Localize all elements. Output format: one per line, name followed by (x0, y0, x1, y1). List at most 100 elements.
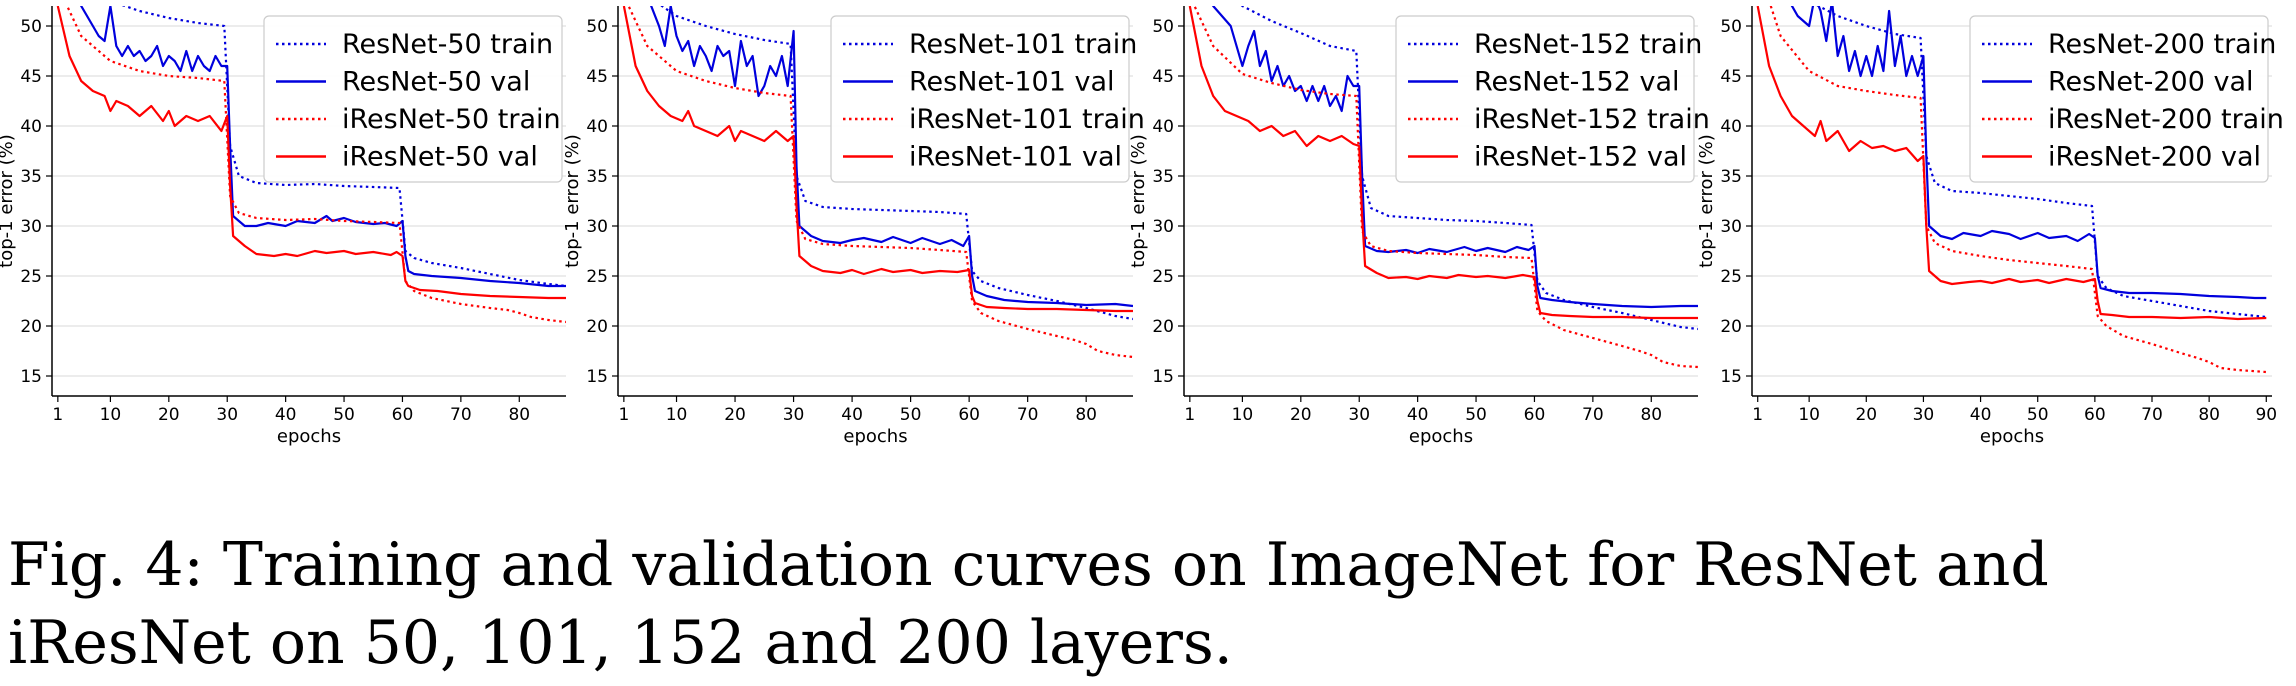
x-tick-label: 40 (275, 405, 297, 425)
series-line-3 (1769, 6, 2267, 374)
legend-label: iResNet-152 train (1474, 104, 1710, 135)
x-tick-label: 60 (1524, 405, 1546, 425)
y-tick-label: 50 (586, 17, 608, 37)
x-tick-label: 20 (1855, 405, 1877, 425)
legend-label: iResNet-50 train (342, 104, 561, 135)
x-tick-label: 30 (1348, 405, 1370, 425)
y-tick-label: 25 (20, 267, 42, 287)
chart-panel-2: 1 10 20 30 40 50 60 70 801520253035404550epochst… (562, 6, 1145, 447)
training-curves-figure: 1 10 20 30 40 50 60 70 801520253035404550epochst… (0, 6, 2284, 447)
y-tick-label: 30 (1720, 217, 1742, 237)
legend-box (830, 15, 1130, 183)
legend-label: iResNet-152 val (1474, 142, 1687, 173)
x-tick-label: 10 (100, 405, 122, 425)
legend-label: iResNet-101 train (909, 104, 1145, 135)
x-tick-label: 50 (333, 405, 355, 425)
x-tick-label: 80 (1640, 405, 1662, 425)
x-axis-label: epochs (1980, 426, 2044, 447)
legend-box (263, 15, 563, 183)
chart-panel-1: 1 10 20 30 40 50 60 70 801520253035404550epochst… (0, 6, 566, 447)
y-tick-label: 35 (1720, 167, 1742, 187)
x-axis-label: epochs (843, 426, 907, 447)
legend-label: ResNet-50 val (342, 67, 530, 98)
x-tick-label: 50 (2027, 405, 2049, 425)
legend: ResNet-200 train ResNet-200 val iResNet-20… (1969, 15, 2284, 183)
legend: ResNet-152 train ResNet-152 val iResNet-15… (1395, 15, 1710, 183)
y-tick-label: 50 (20, 17, 42, 37)
series-line-2 (1212, 6, 1698, 309)
x-tick-label: 80 (508, 405, 530, 425)
series-line-4 (1756, 6, 2267, 321)
y-tick-label: 30 (586, 217, 608, 237)
legend-label: ResNet-152 train (1474, 29, 1702, 60)
y-tick-label: 35 (586, 167, 608, 187)
y-axis-label: top-1 error (%) (562, 134, 583, 268)
legend-label: iResNet-50 val (342, 142, 538, 173)
y-tick-label: 30 (1152, 217, 1174, 237)
y-tick-label: 25 (586, 267, 608, 287)
series-line-1 (659, 6, 1133, 321)
x-tick-label: 1 (1752, 405, 1763, 425)
x-tick-label: 40 (1970, 405, 1992, 425)
x-tick-label: 40 (1407, 405, 1429, 425)
x-tick-label: 50 (900, 405, 922, 425)
legend-label: ResNet-200 val (2048, 67, 2254, 98)
series-line-1 (1816, 6, 2267, 319)
x-tick-label: 20 (158, 405, 180, 425)
y-tick-label: 45 (1152, 67, 1174, 87)
legend-box (1969, 15, 2269, 183)
y-tick-label: 45 (1720, 67, 1742, 87)
x-tick-label: 1 (618, 405, 629, 425)
x-tick-label: 60 (958, 405, 980, 425)
series-line-2 (650, 6, 1133, 308)
x-tick-label: 10 (1798, 405, 1820, 425)
figure-caption: Fig. 4: Training and validation curves o… (8, 530, 2049, 678)
series-line-3 (65, 6, 566, 324)
y-tick-label: 45 (586, 67, 608, 87)
series-line-1 (121, 6, 566, 288)
x-tick-label: 40 (841, 405, 863, 425)
legend-label: ResNet-152 val (1474, 67, 1680, 98)
x-tick-label: 60 (392, 405, 414, 425)
chart-panel-3: 1 10 20 30 40 50 60 70 801520253035404550epochst… (1128, 6, 1710, 447)
y-tick-label: 20 (1152, 317, 1174, 337)
x-tick-label: 20 (1290, 405, 1312, 425)
x-tick-label: 90 (2255, 405, 2277, 425)
y-tick-label: 15 (1152, 367, 1174, 387)
legend-label: ResNet-101 train (909, 29, 1137, 60)
chart-panel-4: 1 10 20 30 40 50 60 70 80 901520253035404550epoch… (1696, 6, 2284, 447)
y-tick-label: 30 (20, 217, 42, 237)
legend-label: ResNet-101 val (909, 67, 1115, 98)
x-tick-label: 10 (666, 405, 688, 425)
y-tick-label: 20 (20, 317, 42, 337)
y-tick-label: 15 (1720, 367, 1742, 387)
y-tick-label: 25 (1720, 267, 1742, 287)
series-line-4 (1188, 6, 1698, 320)
x-axis-label: epochs (277, 426, 341, 447)
y-tick-label: 40 (1152, 117, 1174, 137)
x-tick-label: 1 (52, 405, 63, 425)
series-line-2 (80, 6, 566, 288)
y-tick-label: 20 (586, 317, 608, 337)
x-tick-label: 70 (1017, 405, 1039, 425)
x-tick-label: 30 (216, 405, 238, 425)
legend-label: ResNet-50 train (342, 29, 553, 60)
series-line-3 (1193, 6, 1698, 369)
legend: ResNet-50 train ResNet-50 val iResNet-50 t… (263, 15, 563, 183)
series-line-4 (56, 6, 566, 300)
y-tick-label: 45 (20, 67, 42, 87)
legend-label: iResNet-200 train (2048, 104, 2284, 135)
x-tick-label: 20 (724, 405, 746, 425)
series-line-4 (622, 6, 1133, 313)
x-axis-label: epochs (1409, 426, 1473, 447)
legend-label: ResNet-200 train (2048, 29, 2276, 60)
y-axis-label: top-1 error (%) (0, 134, 17, 268)
y-axis-label: top-1 error (%) (1128, 134, 1149, 268)
series-line-3 (627, 6, 1133, 359)
y-tick-label: 25 (1152, 267, 1174, 287)
x-tick-label: 1 (1184, 405, 1195, 425)
x-tick-label: 10 (1232, 405, 1254, 425)
legend-label: iResNet-200 val (2048, 142, 2261, 173)
x-tick-label: 50 (1465, 405, 1487, 425)
x-tick-label: 70 (2141, 405, 2163, 425)
